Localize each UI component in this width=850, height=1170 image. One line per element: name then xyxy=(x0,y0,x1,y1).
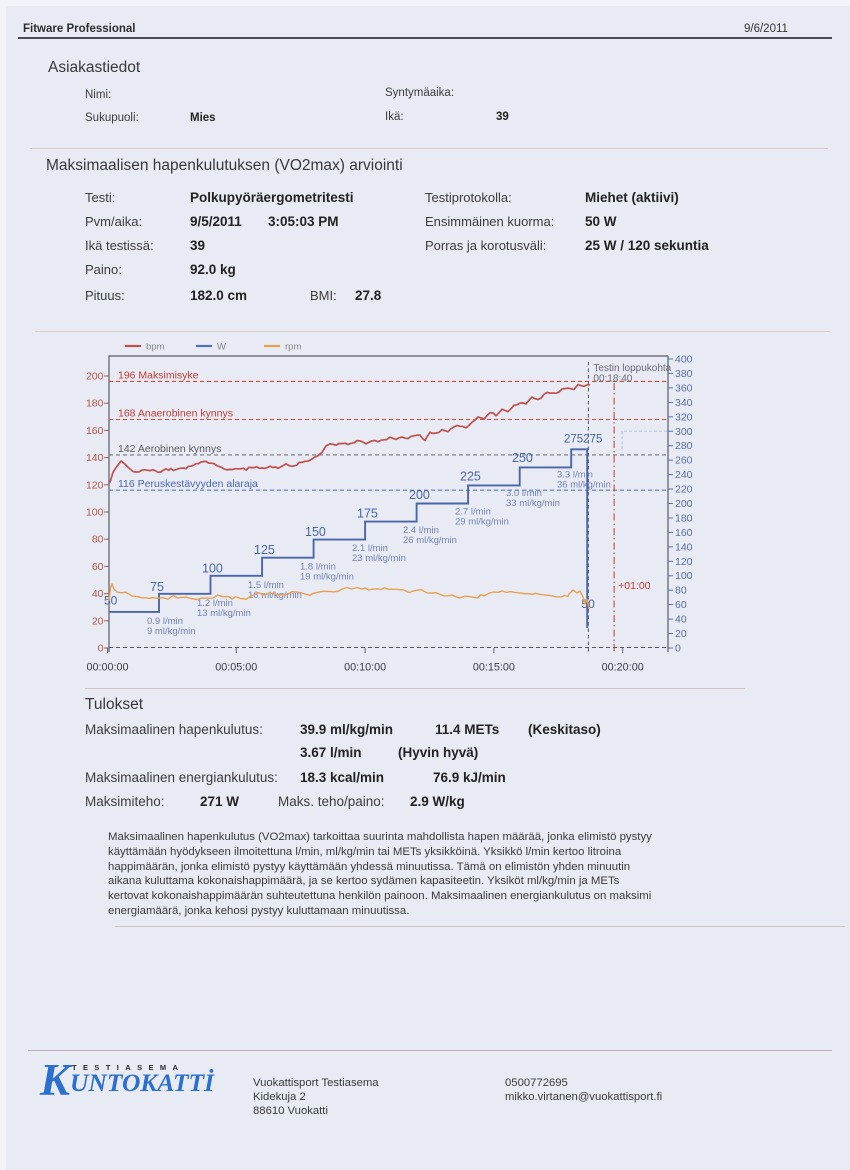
svg-text:168 Anaerobinen kynnys: 168 Anaerobinen kynnys xyxy=(118,408,233,420)
svg-text:360: 360 xyxy=(675,382,693,394)
svg-text:26 ml/kg/min: 26 ml/kg/min xyxy=(403,535,457,546)
svg-text:250: 250 xyxy=(512,451,533,465)
svg-text:00:10:00: 00:10:00 xyxy=(344,662,386,674)
svg-text:120: 120 xyxy=(675,556,693,568)
svg-text:340: 340 xyxy=(675,397,693,409)
svg-text:bpm: bpm xyxy=(146,342,165,353)
svg-text:0: 0 xyxy=(98,643,104,655)
svg-text:300: 300 xyxy=(675,426,693,438)
svg-text:20: 20 xyxy=(675,628,687,640)
svg-text:275275: 275275 xyxy=(564,434,602,446)
svg-text:60: 60 xyxy=(92,561,104,573)
svg-text:220: 220 xyxy=(675,484,693,496)
svg-text:00:20:00: 00:20:00 xyxy=(602,662,644,674)
svg-text:20: 20 xyxy=(92,615,104,627)
svg-text:1.2 l/min: 1.2 l/min xyxy=(197,598,233,609)
svg-text:0: 0 xyxy=(675,643,681,655)
svg-text:Testin loppukohta: Testin loppukohta xyxy=(593,363,671,374)
svg-text:75: 75 xyxy=(150,580,164,594)
svg-text:00:05:00: 00:05:00 xyxy=(215,662,257,674)
svg-text:120: 120 xyxy=(86,479,104,491)
svg-text:33 ml/kg/min: 33 ml/kg/min xyxy=(506,498,560,509)
svg-text:rpm: rpm xyxy=(285,342,301,353)
svg-text:23 ml/kg/min: 23 ml/kg/min xyxy=(352,553,406,564)
svg-text:400: 400 xyxy=(675,354,693,366)
svg-text:19 ml/kg/min: 19 ml/kg/min xyxy=(300,571,354,582)
svg-text:180: 180 xyxy=(675,513,693,525)
svg-text:280: 280 xyxy=(675,440,693,452)
svg-text:13 ml/kg/min: 13 ml/kg/min xyxy=(197,608,251,619)
svg-text:200: 200 xyxy=(86,371,104,383)
svg-text:150: 150 xyxy=(305,525,326,539)
svg-text:80: 80 xyxy=(675,585,687,597)
svg-text:2.1 l/min: 2.1 l/min xyxy=(352,543,388,554)
svg-text:142 Aerobinen kynnys: 142 Aerobinen kynnys xyxy=(118,443,221,455)
svg-text:3.3 l/min: 3.3 l/min xyxy=(557,470,593,481)
svg-text:00:00:00: 00:00:00 xyxy=(86,662,128,674)
svg-text:140: 140 xyxy=(675,541,693,553)
svg-text:3.0 l/min: 3.0 l/min xyxy=(506,488,542,499)
svg-text:196 Maksimisyke: 196 Maksimisyke xyxy=(118,369,199,381)
svg-text:240: 240 xyxy=(675,469,693,481)
svg-text:1.8 l/min: 1.8 l/min xyxy=(300,562,336,573)
svg-text:W: W xyxy=(217,342,226,353)
svg-text:200: 200 xyxy=(675,498,693,510)
svg-text:140: 140 xyxy=(86,452,104,464)
svg-text:40: 40 xyxy=(675,614,687,626)
svg-text:225: 225 xyxy=(460,470,481,484)
svg-text:320: 320 xyxy=(675,411,693,423)
svg-text:9 ml/kg/min: 9 ml/kg/min xyxy=(147,626,196,637)
svg-text:+01:00: +01:00 xyxy=(618,580,651,592)
svg-text:260: 260 xyxy=(675,455,693,467)
svg-text:1.5 l/min: 1.5 l/min xyxy=(248,580,284,591)
svg-text:160: 160 xyxy=(675,527,693,539)
svg-text:160: 160 xyxy=(86,425,104,437)
svg-text:16 ml/kg/min: 16 ml/kg/min xyxy=(248,590,302,601)
svg-text:100: 100 xyxy=(86,507,104,519)
svg-text:00:18:40: 00:18:40 xyxy=(593,374,632,385)
svg-text:0.9 l/min: 0.9 l/min xyxy=(147,616,183,627)
svg-text:175: 175 xyxy=(357,507,378,521)
svg-text:125: 125 xyxy=(254,543,275,557)
svg-text:60: 60 xyxy=(675,599,687,611)
svg-text:380: 380 xyxy=(675,368,693,380)
svg-text:80: 80 xyxy=(92,534,104,546)
svg-text:40: 40 xyxy=(92,588,104,600)
svg-text:50: 50 xyxy=(104,594,118,608)
svg-text:00:15:00: 00:15:00 xyxy=(473,662,515,674)
svg-text:200: 200 xyxy=(409,488,430,502)
svg-text:100: 100 xyxy=(202,562,223,576)
svg-text:116 Peruskestävyyden alaraja: 116 Peruskestävyyden alaraja xyxy=(118,478,258,490)
svg-text:180: 180 xyxy=(86,398,104,410)
svg-text:100: 100 xyxy=(675,570,693,582)
svg-text:2.7 l/min: 2.7 l/min xyxy=(455,507,491,518)
svg-text:29 ml/kg/min: 29 ml/kg/min xyxy=(455,516,509,527)
svg-text:36 ml/kg/min: 36 ml/kg/min xyxy=(557,479,611,490)
svg-text:2.4 l/min: 2.4 l/min xyxy=(403,525,439,536)
